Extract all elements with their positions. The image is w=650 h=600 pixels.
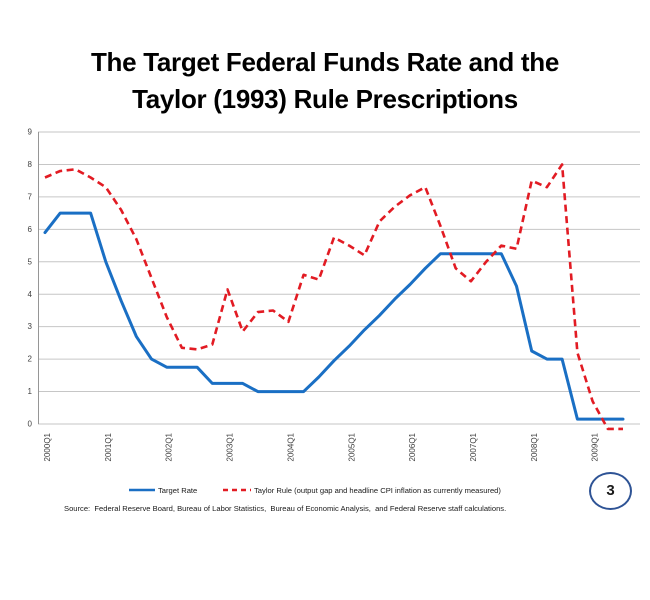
- x-tick-label: 2003Q1: [226, 432, 235, 461]
- y-tick-label: 2: [28, 355, 33, 364]
- plot-area: 0 1 2 3 4 5 6 7 8 9 2000Q1 2001Q1 2002Q1 2003Q1 2004Q1…: [28, 128, 640, 461]
- x-tick-label: 2002Q1: [165, 432, 174, 461]
- legend-label-target-rate: Target Rate: [158, 486, 197, 495]
- source-text: Source: Federal Reserve Board, Bureau of…: [64, 504, 507, 513]
- legend: Target Rate Taylor Rule (output gap and …: [129, 486, 501, 495]
- x-tick-label: 2006Q1: [408, 432, 417, 461]
- legend-label-taylor-rule: Taylor Rule (output gap and headline CPI…: [254, 486, 501, 495]
- slide-title-line1: The Target Federal Funds Rate and the: [90, 47, 560, 77]
- slide-title: The Target Federal Funds Rate and the Ta…: [0, 44, 650, 118]
- x-tick-label: 2007Q1: [469, 432, 478, 461]
- y-tick-label: 8: [28, 160, 33, 169]
- x-tick-label: 2005Q1: [347, 432, 356, 461]
- y-tick-label: 4: [28, 290, 33, 299]
- x-tick-label: 2009Q1: [591, 432, 600, 461]
- slide-title-line2: Taylor (1993) Rule Prescriptions: [132, 84, 518, 114]
- x-tick-label: 2008Q1: [530, 432, 539, 461]
- x-tick-label: 2004Q1: [286, 432, 295, 461]
- y-tick-label: 5: [28, 257, 33, 266]
- y-tick-label: 3: [28, 322, 33, 331]
- series-taylor-rule: [44, 163, 623, 431]
- page-number-badge: 3: [589, 472, 632, 510]
- series-target-rate: [43, 211, 625, 421]
- x-tick-label: 2001Q1: [104, 432, 113, 461]
- y-tick-label: 7: [28, 192, 33, 201]
- y-tick-label: 6: [28, 225, 33, 234]
- page-number: 3: [606, 482, 615, 499]
- y-tick-label: 9: [28, 128, 33, 137]
- y-tick-label: 0: [28, 420, 33, 429]
- x-tick-label: 2000Q1: [43, 432, 52, 461]
- y-tick-label: 1: [28, 387, 33, 396]
